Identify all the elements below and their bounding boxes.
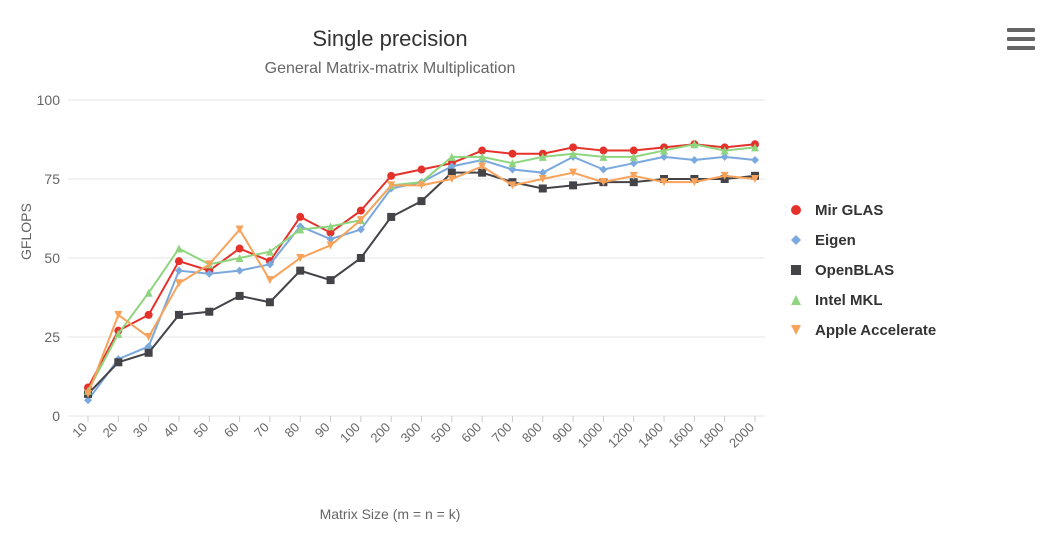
- svg-text:1600: 1600: [665, 420, 696, 451]
- svg-text:60: 60: [221, 420, 242, 441]
- svg-text:900: 900: [549, 420, 575, 446]
- svg-text:0: 0: [52, 408, 60, 424]
- svg-text:70: 70: [251, 420, 272, 441]
- chart-plot: 0255075100102030405060708090100200300500…: [0, 0, 780, 500]
- svg-text:700: 700: [489, 420, 515, 446]
- svg-text:90: 90: [312, 420, 333, 441]
- legend-item-eigen[interactable]: Eigen: [785, 225, 936, 255]
- series-openblas[interactable]: [84, 169, 759, 398]
- svg-text:300: 300: [398, 420, 424, 446]
- svg-text:100: 100: [37, 92, 61, 108]
- svg-text:30: 30: [130, 420, 151, 441]
- chart-menu-button[interactable]: [1007, 28, 1035, 50]
- svg-text:25: 25: [44, 329, 60, 345]
- svg-text:1400: 1400: [635, 420, 666, 451]
- svg-text:200: 200: [367, 420, 393, 446]
- svg-text:50: 50: [191, 420, 212, 441]
- series-intel-mkl[interactable]: [84, 140, 759, 394]
- svg-text:800: 800: [519, 420, 545, 446]
- svg-text:1800: 1800: [696, 420, 727, 451]
- legend-item-intel-mkl[interactable]: Intel MKL: [785, 285, 936, 315]
- svg-text:2000: 2000: [726, 420, 757, 451]
- svg-text:100: 100: [337, 420, 363, 446]
- legend-marker-icon: [785, 320, 807, 340]
- legend-label: Mir GLAS: [815, 202, 883, 219]
- legend-marker-icon: [785, 200, 807, 220]
- legend: Mir GLAS Eigen OpenBLAS Intel MKL Apple Acce…: [785, 195, 936, 345]
- legend-label: Apple Accelerate: [815, 322, 936, 339]
- svg-text:75: 75: [44, 171, 60, 187]
- legend-item-mir-glas[interactable]: Mir GLAS: [785, 195, 936, 225]
- legend-label: Eigen: [815, 232, 856, 249]
- x-axis-label: Matrix Size (m = n = k): [0, 506, 780, 522]
- svg-text:500: 500: [428, 420, 454, 446]
- legend-label: OpenBLAS: [815, 262, 894, 279]
- legend-marker-icon: [785, 290, 807, 310]
- legend-label: Intel MKL: [815, 292, 883, 309]
- legend-item-apple-accelerate[interactable]: Apple Accelerate: [785, 315, 936, 345]
- legend-item-openblas[interactable]: OpenBLAS: [785, 255, 936, 285]
- svg-text:1200: 1200: [605, 420, 636, 451]
- legend-marker-icon: [785, 230, 807, 250]
- svg-text:40: 40: [160, 420, 181, 441]
- svg-text:50: 50: [44, 250, 60, 266]
- series-mir-glas[interactable]: [84, 140, 759, 391]
- svg-text:20: 20: [100, 420, 121, 441]
- svg-text:1000: 1000: [574, 420, 605, 451]
- chart-container: Single precision General Matrix-matrix M…: [0, 0, 1057, 544]
- svg-text:600: 600: [458, 420, 484, 446]
- legend-marker-icon: [785, 260, 807, 280]
- svg-text:10: 10: [69, 420, 90, 441]
- svg-text:80: 80: [282, 420, 303, 441]
